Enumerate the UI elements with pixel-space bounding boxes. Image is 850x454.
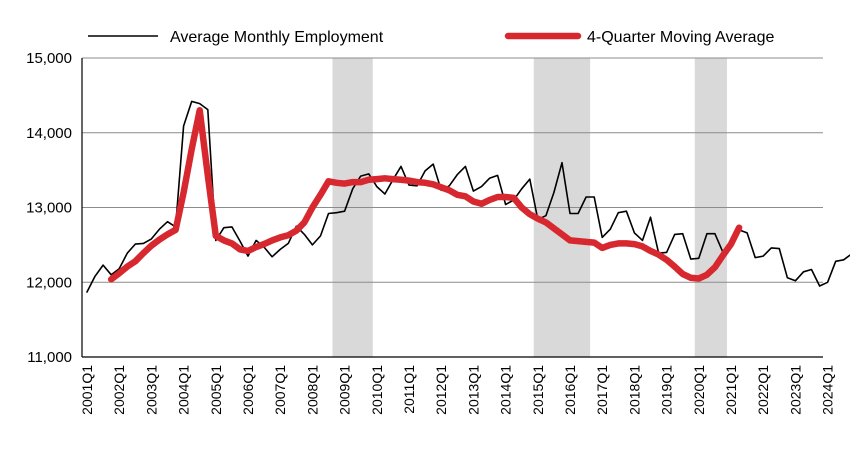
x-tick-label: 2010Q1 — [369, 365, 385, 415]
y-tick-label: 13,000 — [26, 200, 72, 217]
x-tick-label: 2003Q1 — [143, 365, 159, 415]
x-tick-label: 2005Q1 — [208, 365, 224, 415]
y-tick-labels: 11,000 12,000 13,000 14,000 15,000 — [26, 50, 72, 366]
x-tick-label: 2013Q1 — [465, 365, 481, 415]
x-tick-label: 2007Q1 — [272, 365, 288, 415]
x-tick-label: 2012Q1 — [433, 365, 449, 415]
x-tick-label: 2006Q1 — [240, 365, 256, 415]
x-tick-label: 2011Q1 — [401, 365, 417, 414]
axes — [81, 58, 823, 358]
x-tick-label: 2001Q1 — [79, 365, 95, 415]
x-tick-label: 2022Q1 — [755, 365, 771, 415]
x-tick-label: 2014Q1 — [498, 365, 514, 415]
legend-label-4-quarter-moving-average: 4-Quarter Moving Average — [587, 29, 774, 46]
x-tick-label: 2016Q1 — [562, 365, 578, 415]
series-line-1 — [107, 107, 743, 283]
x-tick-label: 2004Q1 — [176, 365, 192, 415]
y-tick-label: 11,000 — [27, 349, 72, 366]
x-tick-labels: 2001Q1 2002Q1 2003Q1 2004Q1 2005Q1 2006Q1 2007… — [79, 365, 836, 415]
x-tick-label: 2018Q1 — [626, 365, 642, 415]
x-tick-label: 2008Q1 — [304, 365, 320, 415]
y-tick-label: 14,000 — [26, 125, 72, 142]
x-tick-label: 2017Q1 — [594, 365, 610, 415]
legend: Average Monthly Employment 4-Quarter Mov… — [88, 29, 774, 46]
y-tick-label: 12,000 — [26, 274, 72, 291]
x-tick-label: 2019Q1 — [659, 365, 675, 415]
x-tick-label: 2002Q1 — [111, 365, 127, 415]
x-tick-label: 2023Q1 — [787, 365, 803, 415]
legend-label-average-monthly-employment: Average Monthly Employment — [170, 29, 384, 46]
y-tick-label: 15,000 — [26, 50, 72, 67]
x-tick-label: 2020Q1 — [691, 365, 707, 415]
x-tick-label: 2021Q1 — [723, 365, 739, 415]
x-tick-label: 2024Q1 — [820, 365, 836, 415]
series — [86, 100, 850, 293]
x-tick-label: 2015Q1 — [530, 365, 546, 415]
x-tick-label: 2009Q1 — [337, 365, 353, 415]
